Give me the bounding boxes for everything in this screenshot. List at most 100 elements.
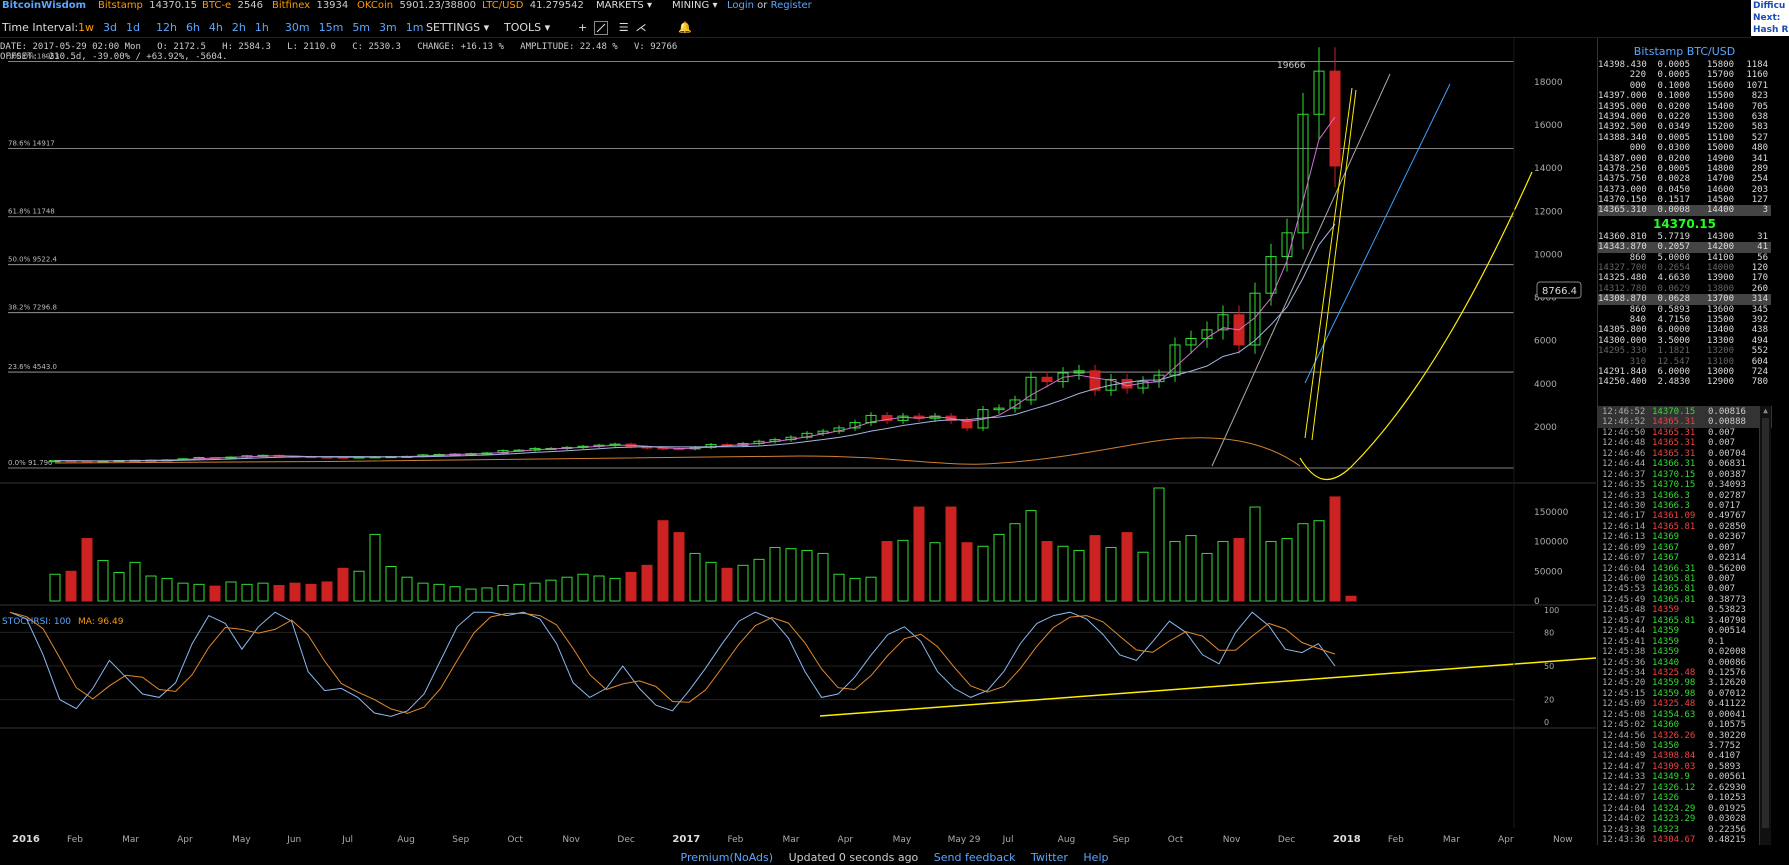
trade-row: 12:46:00 14365.81 0.007: [1598, 574, 1772, 584]
trendline-grey: [1211, 73, 1391, 467]
mining-menu[interactable]: MINING ▾: [672, 0, 718, 11]
crosshair-icon[interactable]: +: [578, 21, 588, 34]
interval-1w[interactable]: 1w: [78, 21, 94, 34]
orderbook-cell: 14394.000: [1598, 111, 1647, 122]
orderbook-cell: 345: [1751, 304, 1768, 315]
trade-time: 12:45:38: [1602, 647, 1646, 658]
horizontal-lines-icon[interactable]: ☰: [618, 21, 629, 34]
orderbook-cell: 56: [1757, 252, 1768, 263]
orderbook-cell: 0.0349: [1657, 122, 1690, 133]
candle-body: [1185, 337, 1197, 346]
interval-5m[interactable]: 5m: [352, 21, 371, 34]
trade-price: 14304.67: [1652, 834, 1696, 845]
volume-bar: [1233, 538, 1245, 602]
volume-bar: [1249, 506, 1261, 602]
trade-time: 12:46:09: [1602, 542, 1646, 553]
orderbook-bid-row: 14312.780 0.0629 13800 260: [1598, 284, 1771, 294]
help-link[interactable]: Help: [1083, 851, 1109, 864]
orderbook-bid-row: 14300.000 3.5000 13300 494: [1598, 336, 1771, 346]
orderbook-cell: 314: [1751, 294, 1768, 305]
interval-6h[interactable]: 6h: [185, 21, 200, 34]
volume-bar: [385, 566, 397, 602]
markets-menu[interactable]: MARKETS ▾: [596, 0, 652, 11]
orderbook-cell: 0.0005: [1657, 70, 1690, 81]
volume-bar: [49, 573, 61, 602]
orderbook-cell: 14312.780: [1598, 283, 1647, 294]
fan-icon[interactable]: ⋌: [635, 21, 647, 34]
trade-history-scrollbar[interactable]: ▲: [1759, 406, 1771, 845]
trade-time: 12:46:37: [1602, 469, 1646, 480]
trade-time: 12:46:52: [1602, 407, 1646, 417]
price-axis-tick: 14000: [1534, 164, 1563, 174]
site-logo[interactable]: BitcoinWisdom: [2, 0, 87, 11]
scroll-up-icon[interactable]: ▲: [1763, 406, 1768, 415]
scrollbar-thumb[interactable]: [1762, 418, 1769, 828]
register-link[interactable]: Register: [770, 0, 812, 11]
trade-time: 12:44:07: [1602, 793, 1646, 804]
trade-amount: 0.007: [1708, 438, 1736, 449]
x-axis-tick: Aug: [1058, 835, 1076, 845]
time-interval-label: Time Interval:: [2, 21, 79, 34]
login-link[interactable]: Login: [727, 0, 754, 11]
x-axis-tick: Feb: [1388, 835, 1404, 845]
interval-2h[interactable]: 2h: [231, 21, 246, 34]
trade-amount: 3.12620: [1708, 678, 1746, 689]
trade-amount: 0.00514: [1708, 626, 1746, 637]
interval-15m[interactable]: 15m: [318, 21, 344, 34]
trade-price: 14366.3: [1652, 500, 1690, 511]
interval-12h[interactable]: 12h: [155, 21, 177, 34]
interval-3m[interactable]: 3m: [379, 21, 397, 34]
candle-body: [1073, 370, 1085, 374]
trade-price: 14365.31: [1652, 417, 1696, 428]
interval-4h[interactable]: 4h: [208, 21, 223, 34]
volume-axis-tick: 100000: [1534, 538, 1569, 548]
tools-menu[interactable]: TOOLS ▾: [504, 21, 551, 34]
candle-info-line1: DATE: 2017-05-29 02:00 Mon O: 2172.5 H: …: [0, 42, 678, 52]
ticker-ltcusd[interactable]: LTC/USD 41.279542: [482, 0, 584, 11]
interval-1h[interactable]: 1h: [254, 21, 269, 34]
trade-amount: 0.22356: [1708, 824, 1746, 835]
ticker-bitstamp[interactable]: Bitstamp 14370.15: [98, 0, 197, 11]
orderbook-cell: 527: [1751, 132, 1768, 143]
feedback-link[interactable]: Send feedback: [933, 851, 1016, 864]
trade-row: 12:45:48 14359 0.53823: [1598, 605, 1772, 615]
settings-menu[interactable]: SETTINGS ▾: [426, 21, 490, 34]
volume-bar: [193, 583, 205, 602]
volume-bar: [577, 573, 589, 602]
ticker-btce[interactable]: BTC-e 2546: [202, 0, 263, 11]
fib-level-label: 78.6% 14917: [8, 139, 55, 147]
twitter-link[interactable]: Twitter: [1031, 851, 1068, 864]
orderbook-cell: 289: [1751, 163, 1768, 174]
x-axis-tick: Mar: [783, 835, 800, 845]
trade-history[interactable]: 12:46:52 14370.15 0.00816 12:46:52 14365.31 0…: [1598, 406, 1772, 845]
trade-row: 12:44:33 14349.9 0.00561: [1598, 772, 1772, 782]
trade-price: 14340: [1652, 657, 1680, 668]
trade-price: 14325.48: [1652, 667, 1696, 678]
ticker-bitfinex[interactable]: Bitfinex 13934: [272, 0, 349, 11]
chevron-down-icon: ▾: [646, 0, 652, 11]
interval-30m[interactable]: 30m: [284, 21, 310, 34]
trendline-icon[interactable]: [594, 21, 612, 35]
trade-time: 12:46:00: [1602, 574, 1646, 584]
interval-1d[interactable]: 1d: [125, 21, 140, 34]
price-chart[interactable]: 100.0% 18953 78.6% 14917 61.8% 11748 50.0% …: [0, 38, 1596, 845]
indicator-curve: [54, 437, 1301, 467]
trade-time: 12:45:47: [1602, 615, 1646, 626]
volume-bar: [913, 506, 925, 602]
trade-price: 14359.98: [1652, 688, 1696, 699]
trade-price: 14360: [1652, 720, 1680, 731]
orderbook-ask-row: 14373.000 0.0450 14600 203: [1598, 185, 1771, 195]
volume-bar: [593, 575, 605, 602]
interval-1m[interactable]: 1m: [405, 21, 424, 34]
trade-price: 14326.12: [1652, 782, 1696, 793]
orderbook-bid-row: 14250.400 2.4830 12900 780: [1598, 377, 1771, 387]
ticker-okcoin[interactable]: OKCoin 5901.23/38800: [357, 0, 477, 11]
trade-row: 12:46:50 14365.31 0.007: [1598, 428, 1772, 438]
volume-bar: [705, 561, 717, 602]
interval-3d[interactable]: 3d: [103, 21, 117, 34]
chevron-down-icon: ▾: [483, 21, 490, 34]
alert-bell-icon[interactable]: 🔔: [678, 21, 692, 34]
trade-amount: 0.0717: [1708, 500, 1741, 511]
premium-link[interactable]: Premium(NoAds): [680, 851, 774, 864]
x-axis-tick: 2016: [12, 834, 40, 845]
